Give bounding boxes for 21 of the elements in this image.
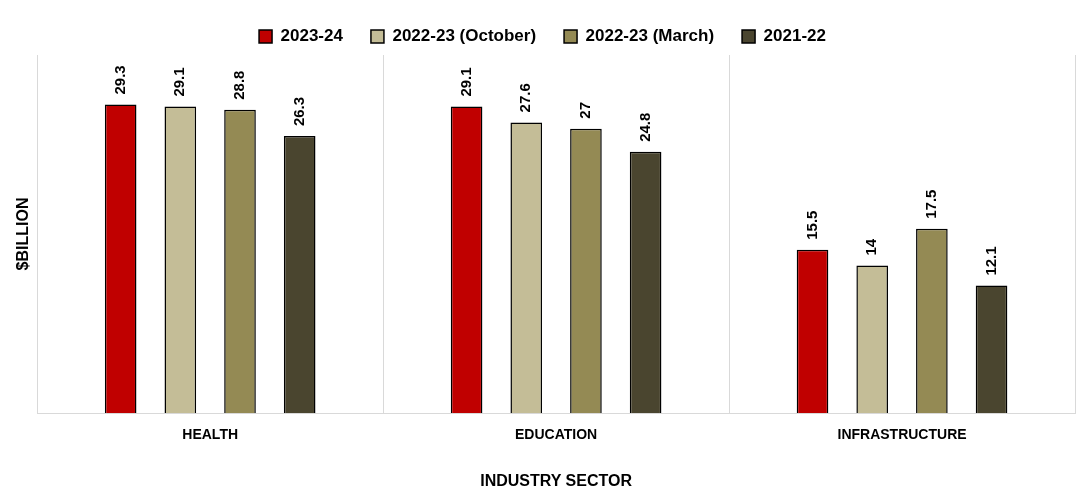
legend-label: 2022-23 (March) — [585, 26, 715, 46]
data-label: 12.1 — [981, 246, 999, 276]
x-tick-label: EDUCATION — [515, 426, 598, 443]
data-label: 27.6 — [516, 83, 534, 113]
legend-label: 2022-23 (October) — [392, 26, 537, 46]
data-label: 28.8 — [230, 70, 248, 100]
data-label: 14 — [862, 238, 880, 256]
data-label: 27 — [576, 102, 594, 119]
legend-label: 2023-24 — [280, 26, 344, 46]
data-label: 26.3 — [289, 96, 307, 127]
data-label: 29.1 — [456, 67, 474, 97]
x-tick-label: HEALTH — [182, 426, 239, 443]
data-label: 17.5 — [922, 189, 940, 219]
legend-label: 2021-22 — [763, 26, 826, 46]
data-label: 24.8 — [635, 112, 653, 142]
data-label: 29.3 — [110, 65, 128, 95]
y-axis-title: $BILLION — [14, 197, 32, 271]
x-tick-label: INFRASTRUCTURE — [837, 426, 967, 443]
data-label: 15.5 — [802, 210, 820, 240]
data-label: 29.1 — [170, 67, 188, 97]
x-axis-title: INDUSTRY SECTOR — [480, 471, 633, 489]
